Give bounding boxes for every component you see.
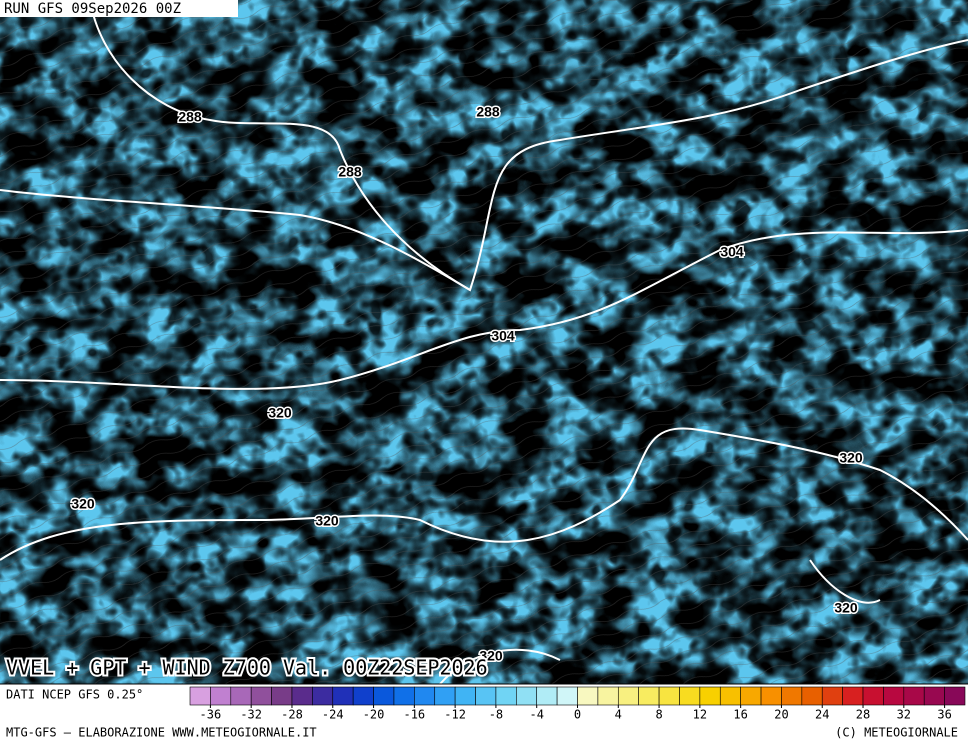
contour-label: 304 [491, 328, 515, 344]
colorbar-tick-label: -24 [322, 708, 344, 722]
colorbar-swatch [291, 686, 313, 706]
contour-label: 288 [476, 104, 500, 120]
contour-label-layer: 288 288 288 304 304 320 320 320 320 320 320 [70, 102, 865, 665]
run-label-box [0, 0, 238, 17]
colorbar-swatch [638, 686, 660, 706]
map-title: VVEL + GPT + WIND Z700 Val. 00Z22SEP2026 [6, 656, 488, 680]
colorbar-swatch [230, 686, 252, 706]
colorbar-swatch [883, 686, 905, 706]
colorbar-swatch [414, 686, 436, 706]
height-contours [0, 0, 968, 684]
contour-label: 320 [71, 496, 95, 512]
wind-streamlines [0, 0, 968, 684]
colorbar-swatch [434, 686, 456, 706]
footer-right: (C) METEOGIORNALE [835, 726, 958, 740]
colorbar-swatch [597, 686, 619, 706]
colorbar-swatch [719, 686, 741, 706]
colorbar-tick-label: -28 [281, 708, 303, 722]
colorbar-swatch [250, 686, 272, 706]
colorbar-tick-label: -4 [529, 708, 543, 722]
colorbar-swatch [373, 686, 395, 706]
colorbar-swatch [923, 686, 945, 706]
colorbar-swatch [210, 686, 232, 706]
colorbar-swatch [842, 686, 864, 706]
colorbar-tick-label: 24 [815, 708, 829, 722]
colorbar-tick-label: 12 [693, 708, 707, 722]
colorbar-tick-label: 4 [615, 708, 622, 722]
contour-label: 288 [178, 109, 202, 125]
colorbar-swatch [577, 686, 599, 706]
colorbar-swatch [801, 686, 823, 706]
colorbar-tick-label: -32 [240, 708, 262, 722]
colorbar-swatch [271, 686, 293, 706]
colorbar-tick-label: 28 [856, 708, 870, 722]
colorbar-swatch [475, 686, 497, 706]
colorbar-tick-label: -36 [200, 708, 222, 722]
colorbar: -36 -32 -28 -24 -20 -16 -12 -8 -4 0 4 8 12 16 20 24 28 32… [189, 686, 966, 722]
data-source: DATI NCEP GFS 0.25° [6, 688, 143, 702]
colorbar-swatch [189, 686, 211, 706]
contour-label: 320 [479, 648, 503, 664]
colorbar-tick-label: 16 [733, 708, 747, 722]
run-label: RUN GFS 09Sep2026 00Z [4, 1, 181, 17]
colorbar-swatch [679, 686, 701, 706]
colorbar-swatch [658, 686, 680, 706]
colorbar-tick-label: -20 [363, 708, 385, 722]
colorbar-tick-label: 8 [655, 708, 662, 722]
colorbar-swatch [862, 686, 884, 706]
colorbar-tick-label: 20 [774, 708, 788, 722]
colorbar-swatch [821, 686, 843, 706]
colorbar-swatch [556, 686, 578, 706]
contour-label: 320 [834, 600, 858, 616]
map: 288 288 288 304 304 320 320 320 320 320 320 RUN GF… [0, 0, 968, 684]
footer-left: MTG-GFS — ELABORAZIONE WWW.METEOGIORNALE… [6, 726, 317, 740]
colorbar-tick-label: -16 [403, 708, 425, 722]
colorbar-swatch [312, 686, 334, 706]
colorbar-tick-label: 36 [937, 708, 951, 722]
colorbar-swatch [944, 686, 966, 706]
colorbar-tick-label: -12 [444, 708, 466, 722]
colorbar-swatch [617, 686, 639, 706]
colorbar-swatch [699, 686, 721, 706]
colorbar-swatch [903, 686, 925, 706]
colorbar-swatch [781, 686, 803, 706]
colorbar-swatch [516, 686, 538, 706]
colorbar-tick-label: 32 [897, 708, 911, 722]
colorbar-swatch [332, 686, 354, 706]
colorbar-swatch [536, 686, 558, 706]
colorbar-tick-label: 0 [574, 708, 581, 722]
colorbar-swatch [393, 686, 415, 706]
contour-label: 320 [839, 450, 863, 466]
contour-label: 320 [315, 513, 339, 529]
colorbar-tick-label: -8 [489, 708, 503, 722]
colorbar-swatch [352, 686, 374, 706]
colorbar-swatch [454, 686, 476, 706]
contour-label: 320 [268, 405, 292, 421]
colorbar-swatch [740, 686, 762, 706]
colorbar-swatch [760, 686, 782, 706]
contour-label: 288 [338, 164, 362, 180]
contour-label: 304 [720, 244, 744, 260]
colorbar-swatch [495, 686, 517, 706]
